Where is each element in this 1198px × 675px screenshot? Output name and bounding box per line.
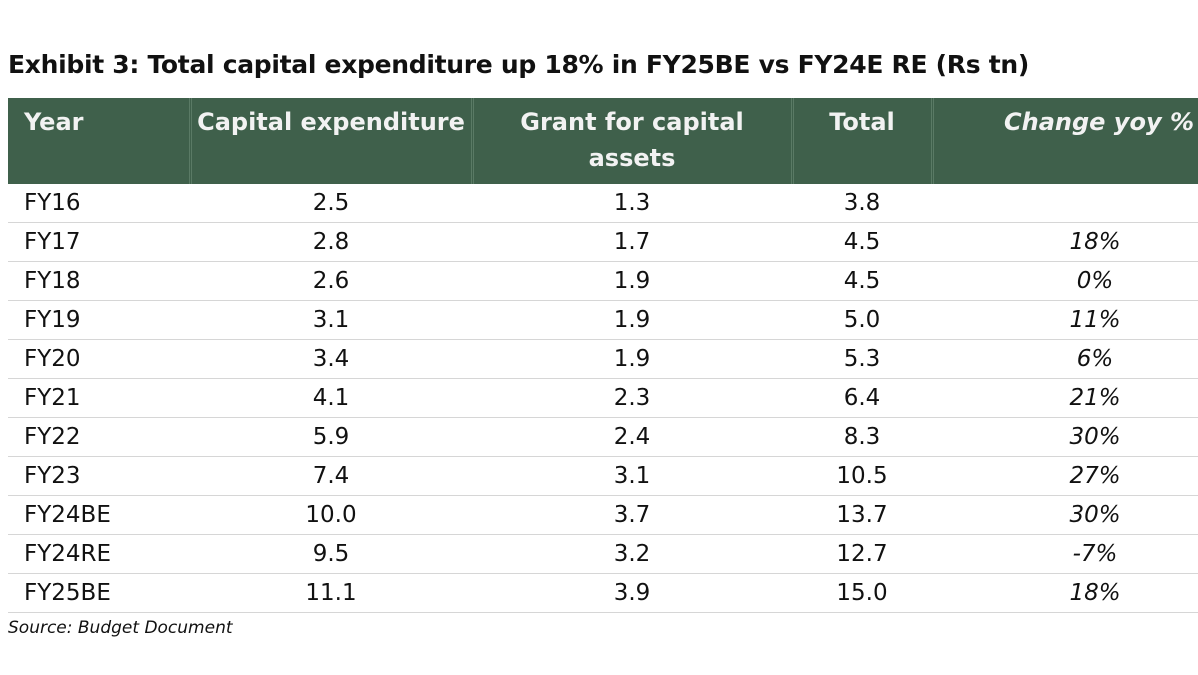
- column-header: Capital expenditure: [190, 98, 474, 184]
- table-cell: 2.3: [472, 378, 792, 418]
- column-header: Total: [792, 98, 934, 184]
- table-cell: 4.1: [190, 378, 472, 418]
- table-body: FY16 2.5 1.3 3.8 FY17 2.8 1.7 4.5 18% FY18 2.6 1.9 4…: [8, 184, 1198, 613]
- table-row: FY23 7.4 3.1 10.5 27%: [8, 456, 1198, 496]
- table-cell: 12.7: [792, 534, 932, 574]
- table-cell: FY22: [8, 417, 190, 457]
- table-cell: 10.5: [792, 456, 932, 496]
- table-cell: 11%: [932, 300, 1198, 340]
- table-cell: FY20: [8, 339, 190, 379]
- source: Source: Budget Document: [8, 618, 233, 638]
- table-cell: 27%: [932, 456, 1198, 496]
- table-cell: 2.8: [190, 222, 472, 262]
- table-cell: 15.0: [792, 573, 932, 613]
- table-cell: 11.1: [190, 573, 472, 613]
- table-cell: FY19: [8, 300, 190, 340]
- table-cell: 1.9: [472, 339, 792, 379]
- table-cell: FY25BE: [8, 573, 190, 613]
- table-cell: 3.4: [190, 339, 472, 379]
- table-row: FY20 3.4 1.9 5.3 6%: [8, 339, 1198, 379]
- table-cell: 13.7: [792, 495, 932, 535]
- table-cell: FY21: [8, 378, 190, 418]
- table-cell: 18%: [932, 222, 1198, 262]
- table-row: FY21 4.1 2.3 6.4 21%: [8, 378, 1198, 418]
- table-cell: FY17: [8, 222, 190, 262]
- table-cell: 30%: [932, 417, 1198, 457]
- table-cell: 6.4: [792, 378, 932, 418]
- table-cell: 18%: [932, 573, 1198, 613]
- table-cell: 2.6: [190, 261, 472, 301]
- table-cell: 8.3: [792, 417, 932, 457]
- table-cell: 0%: [932, 261, 1198, 301]
- table-cell: 7.4: [190, 456, 472, 496]
- table-cell: 4.5: [792, 261, 932, 301]
- table-cell: 1.9: [472, 261, 792, 301]
- table-row: FY24BE 10.0 3.7 13.7 30%: [8, 495, 1198, 535]
- table-row: FY22 5.9 2.4 8.3 30%: [8, 417, 1198, 457]
- table-cell: 9.5: [190, 534, 472, 574]
- table-cell: 4.5: [792, 222, 932, 262]
- table-cell: 10.0: [190, 495, 472, 535]
- table-cell: 3.2: [472, 534, 792, 574]
- table-row: FY25BE 11.1 3.9 15.0 18%: [8, 573, 1198, 613]
- table-row: FY18 2.6 1.9 4.5 0%: [8, 261, 1198, 301]
- table-cell: [932, 184, 1198, 223]
- table-cell: FY16: [8, 184, 190, 223]
- table-cell: FY18: [8, 261, 190, 301]
- table-cell: 3.1: [472, 456, 792, 496]
- table-cell: 21%: [932, 378, 1198, 418]
- table-cell: 5.9: [190, 417, 472, 457]
- column-header: Year: [8, 98, 192, 184]
- table-cell: 2.4: [472, 417, 792, 457]
- title: Exhibit 3: Total capital expenditure up …: [8, 50, 1029, 79]
- table-cell: FY23: [8, 456, 190, 496]
- table-cell: 2.5: [190, 184, 472, 223]
- table-cell: 3.1: [190, 300, 472, 340]
- table-cell: 3.7: [472, 495, 792, 535]
- table-row: FY16 2.5 1.3 3.8: [8, 184, 1198, 223]
- table-cell: 1.3: [472, 184, 792, 223]
- table-cell: FY24RE: [8, 534, 190, 574]
- column-header: Grant for capital assets: [472, 98, 794, 184]
- table: Year Capital expenditure Grant for capital…: [8, 98, 1198, 613]
- table-row: FY24RE 9.5 3.2 12.7 -7%: [8, 534, 1198, 574]
- table-cell: 5.3: [792, 339, 932, 379]
- table-cell: FY24BE: [8, 495, 190, 535]
- table-cell: 1.7: [472, 222, 792, 262]
- table-cell: 1.9: [472, 300, 792, 340]
- table-cell: 30%: [932, 495, 1198, 535]
- table-row: FY19 3.1 1.9 5.0 11%: [8, 300, 1198, 340]
- table-cell: 3.9: [472, 573, 792, 613]
- column-header: Change yoy %: [932, 98, 1198, 184]
- table-cell: 5.0: [792, 300, 932, 340]
- table-row: FY17 2.8 1.7 4.5 18%: [8, 222, 1198, 262]
- table-cell: -7%: [932, 534, 1198, 574]
- table-cell: 6%: [932, 339, 1198, 379]
- table-cell: 3.8: [792, 184, 932, 223]
- header-row: Year Capital expenditure Grant for capital…: [8, 98, 1198, 184]
